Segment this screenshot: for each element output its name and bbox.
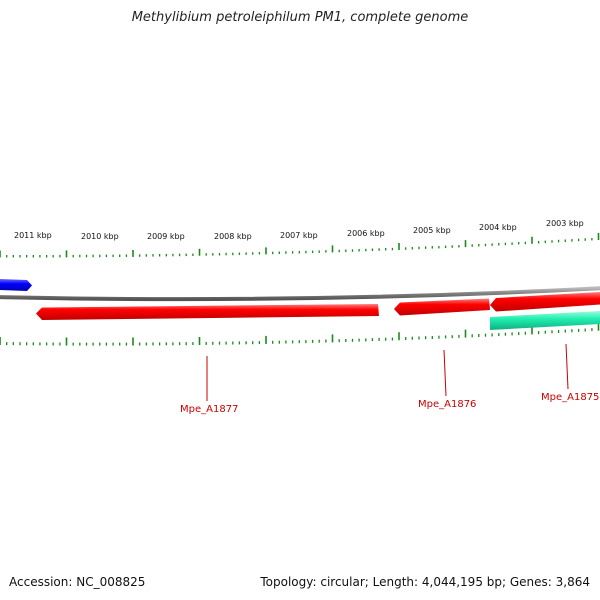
reverse-strand-gene[interactable]: [0, 279, 32, 291]
accession-label: Accession: NC_008825: [9, 575, 146, 589]
gene-callouts: [206, 343, 569, 401]
genome-backbone: [0, 286, 600, 302]
gene-label[interactable]: Mpe_A1875: [541, 392, 599, 403]
callout-line: [565, 343, 569, 390]
page-title: Methylibium petroleiphilum PM1, complete…: [131, 10, 469, 25]
scale-label: 2009 kbp: [147, 232, 185, 241]
inner-tick-row: [0, 322, 600, 346]
gene-labels: Mpe_A1877 Mpe_A1876 Mpe_A1875: [180, 392, 599, 415]
outer-tick-row: [0, 233, 600, 258]
scale-label: 2003 kbp: [546, 219, 584, 228]
gene-mpe-a1877[interactable]: [36, 304, 379, 320]
gene-mpe-a1875[interactable]: [490, 292, 600, 312]
scale-labels: 2011 kbp 2010 kbp 2009 kbp 2008 kbp 2007…: [14, 219, 584, 241]
callout-line: [443, 349, 447, 397]
scale-label: 2010 kbp: [81, 232, 119, 241]
scale-label: 2008 kbp: [214, 232, 252, 241]
scale-label: 2005 kbp: [413, 226, 451, 235]
scale-label: 2004 kbp: [479, 223, 517, 232]
gene-label[interactable]: Mpe_A1877: [180, 404, 238, 415]
gene-label[interactable]: Mpe_A1876: [418, 399, 476, 410]
gene-mpe-a1876[interactable]: [394, 298, 490, 316]
scale-label: 2007 kbp: [280, 231, 318, 240]
scale-label: 2011 kbp: [14, 231, 52, 240]
scale-label: 2006 kbp: [347, 229, 385, 238]
genome-summary: Topology: circular; Length: 4,044,195 bp…: [260, 575, 590, 589]
highlight-feature[interactable]: [490, 311, 600, 330]
